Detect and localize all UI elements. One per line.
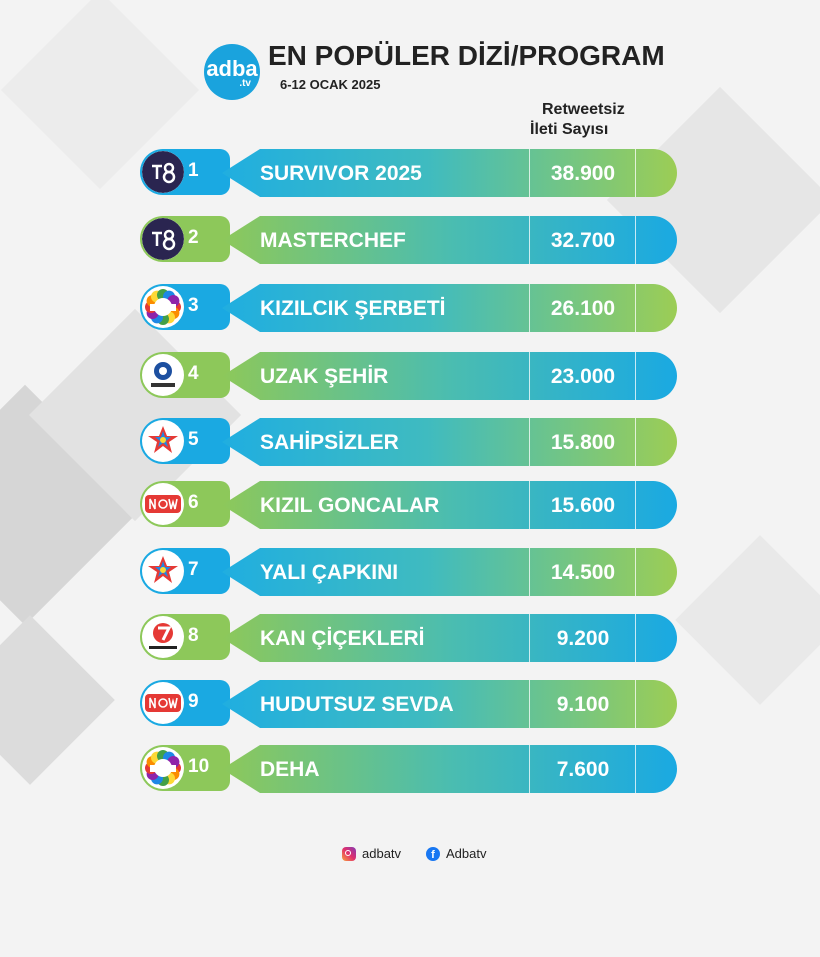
instagram-icon [342, 846, 356, 861]
adba-logo: adba .tv [204, 44, 260, 100]
bg-diamond [606, 86, 820, 314]
column-divider [635, 680, 636, 728]
post-count: 32.700 [550, 229, 616, 252]
row-bar [222, 680, 677, 728]
post-count: 15.800 [550, 431, 616, 454]
row-bar [222, 745, 677, 793]
rank-number: 1 [188, 160, 199, 181]
ranking-row: 10 DEHA 7.600 [0, 745, 820, 793]
facebook-handle: Adbatv [446, 846, 487, 861]
star-tv-logo-icon [142, 550, 184, 592]
star-tv-logo-icon [142, 420, 184, 462]
tv8-logo-icon [142, 218, 184, 260]
column-divider [635, 548, 636, 596]
instagram-link[interactable]: adbatv [342, 846, 401, 861]
column-header-line1: Retweetsiz [542, 101, 625, 118]
rank-number: 9 [188, 691, 199, 712]
column-divider [635, 216, 636, 264]
facebook-icon: f [426, 846, 440, 861]
column-divider [635, 614, 636, 662]
show-title: HUDUTSUZ SEVDA [260, 693, 454, 716]
rank-number: 3 [188, 295, 199, 316]
post-count: 15.600 [550, 494, 616, 517]
row-bar [222, 284, 677, 332]
post-count: 38.900 [550, 162, 616, 185]
kanal-7-logo-icon [142, 616, 184, 658]
tv8-logo-icon [142, 151, 184, 193]
post-count: 9.200 [556, 627, 610, 650]
column-divider [529, 418, 530, 466]
footer: adbatv f Adbatv [0, 846, 820, 866]
column-divider [529, 149, 530, 197]
row-bar [222, 548, 677, 596]
rank-number: 10 [188, 756, 210, 777]
show-title: UZAK ŞEHİR [260, 365, 389, 388]
rank-number: 2 [188, 227, 199, 248]
ranking-row: 8 KAN ÇİÇEKLERİ 9.200 [0, 614, 820, 662]
ranking-row: 4 UZAK ŞEHİR 23.000 [0, 352, 820, 400]
post-count: 9.100 [556, 693, 610, 716]
page-title: EN POPÜLER DİZİ/PROGRAM [268, 40, 665, 71]
row-bar [222, 418, 677, 466]
column-divider [529, 284, 530, 332]
row-bar [222, 149, 677, 197]
column-header-line2: İleti Sayısı [530, 121, 609, 138]
column-divider [635, 745, 636, 793]
show-title: DEHA [260, 758, 320, 781]
ranking-row: 6 KIZIL GONCALAR 15.600 [0, 481, 820, 529]
row-bar [222, 216, 677, 264]
column-divider [529, 614, 530, 662]
logo-brand: adba [206, 56, 258, 81]
ranking-row: 1 SURVIVOR 2025 38.900 [0, 149, 820, 197]
show-title: KIZIL GONCALAR [260, 494, 440, 517]
column-divider [635, 352, 636, 400]
show-title: MASTERCHEF [260, 229, 406, 252]
row-bar [222, 614, 677, 662]
now-tv-logo-icon [142, 682, 184, 724]
show-title: KIZILCIK ŞERBETİ [260, 297, 446, 320]
post-count: 7.600 [556, 758, 610, 781]
show-tv-logo-icon [142, 747, 184, 789]
show-title: SURVIVOR 2025 [260, 162, 422, 185]
column-divider [529, 352, 530, 400]
logo-tld: .tv [239, 78, 251, 89]
row-bar [222, 352, 677, 400]
show-title: YALI ÇAPKINI [260, 561, 399, 584]
column-header: Retweetsiz İleti Sayısı [530, 100, 625, 140]
post-count: 14.500 [550, 561, 616, 584]
column-divider [529, 548, 530, 596]
column-divider [635, 149, 636, 197]
column-divider [529, 481, 530, 529]
rank-number: 7 [188, 559, 199, 580]
ranking-row: 2 MASTERCHEF 32.700 [0, 216, 820, 264]
column-divider [529, 680, 530, 728]
column-divider [529, 216, 530, 264]
show-title: KAN ÇİÇEKLERİ [260, 627, 425, 650]
show-tv-logo-icon [142, 286, 184, 328]
rank-number: 5 [188, 429, 199, 450]
instagram-handle: adbatv [362, 846, 402, 861]
ranking-row: 5 SAHİPSİZLER 15.800 [0, 418, 820, 466]
column-divider [529, 745, 530, 793]
post-count: 26.100 [550, 297, 616, 320]
date-range: 6-12 OCAK 2025 [280, 77, 381, 92]
post-count: 23.000 [550, 365, 616, 388]
ranking-row: 9 HUDUTSUZ SEVDA 9.100 [0, 680, 820, 728]
rank-number: 6 [188, 492, 199, 513]
ranking-row: 3 KIZILCIK ŞERBETİ 26.100 [0, 284, 820, 332]
row-bar [222, 481, 677, 529]
kanal-d-logo-icon [142, 354, 184, 396]
column-divider [635, 418, 636, 466]
ranking-row: 7 YALI ÇAPKINI 14.500 [0, 548, 820, 596]
now-tv-logo-icon [142, 483, 184, 525]
column-divider [635, 481, 636, 529]
facebook-link[interactable]: f Adbatv [426, 846, 486, 861]
show-title: SAHİPSİZLER [260, 431, 399, 454]
column-divider [635, 284, 636, 332]
rank-number: 4 [188, 363, 199, 384]
rank-number: 8 [188, 625, 199, 646]
